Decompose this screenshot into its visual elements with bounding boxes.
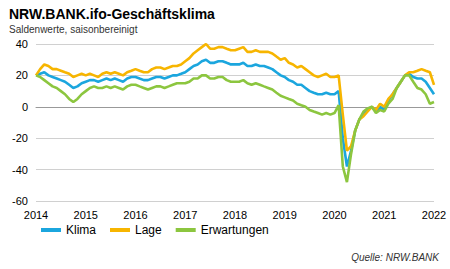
svg-text:-40: -40 <box>12 164 28 176</box>
svg-text:-60: -60 <box>12 195 28 207</box>
svg-text:Erwartungen: Erwartungen <box>201 223 269 237</box>
svg-text:2022: 2022 <box>422 209 446 221</box>
svg-text:2017: 2017 <box>173 209 197 221</box>
svg-text:40: 40 <box>16 38 28 50</box>
svg-text:2015: 2015 <box>74 209 98 221</box>
svg-text:2019: 2019 <box>273 209 297 221</box>
svg-text:2016: 2016 <box>123 209 147 221</box>
svg-text:Quelle: NRW.BANK: Quelle: NRW.BANK <box>351 252 440 263</box>
svg-text:Klima: Klima <box>66 223 96 237</box>
svg-text:2018: 2018 <box>223 209 247 221</box>
svg-text:0: 0 <box>22 101 28 113</box>
svg-text:20: 20 <box>16 69 28 81</box>
svg-text:2014: 2014 <box>24 209 48 221</box>
svg-text:NRW.BANK.ifo-Geschäftsklima: NRW.BANK.ifo-Geschäftsklima <box>9 6 215 22</box>
svg-text:2021: 2021 <box>372 209 396 221</box>
svg-text:Lage: Lage <box>135 223 162 237</box>
svg-text:Saldenwerte, saisonbereinigt: Saldenwerte, saisonbereinigt <box>9 24 138 35</box>
svg-text:2020: 2020 <box>322 209 346 221</box>
svg-text:-20: -20 <box>12 132 28 144</box>
